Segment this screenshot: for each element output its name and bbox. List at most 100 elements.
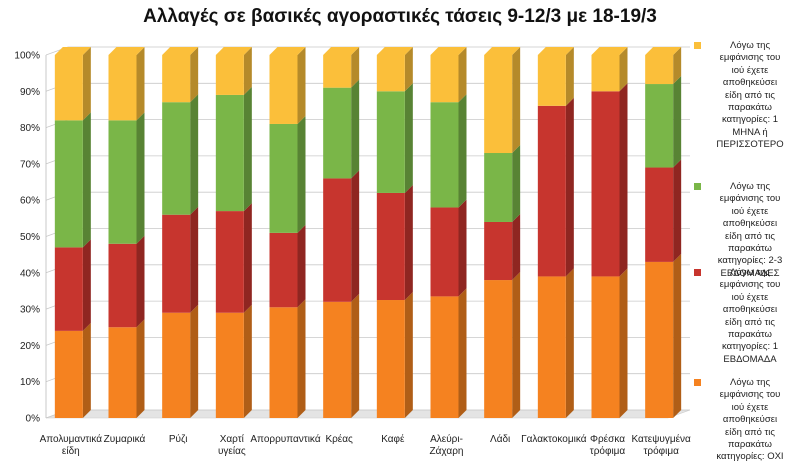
bar-segment (269, 232, 298, 308)
legend-swatch (694, 183, 701, 190)
bar-segment (162, 214, 191, 313)
bar-segment (376, 300, 405, 418)
x-tick-label: Απορρυπαντικά (250, 433, 320, 445)
bar-side (136, 235, 145, 328)
bar-side (565, 47, 574, 106)
y-tick-label: 60% (20, 196, 40, 207)
bar-segment (162, 102, 191, 215)
bar-segment (108, 120, 137, 244)
bar-side (458, 47, 467, 103)
bar-segment (537, 276, 566, 418)
bar-segment (323, 87, 352, 179)
bar-side (565, 268, 574, 418)
bar-side (243, 47, 252, 95)
bar-side (243, 304, 252, 418)
legend-item: Λόγω της εμφάνισης του ιού έχετε αποθηκεύσε… (694, 40, 796, 152)
y-tick-label: 0% (26, 414, 41, 425)
bar-side (512, 145, 521, 222)
bar-side (351, 293, 360, 418)
bar-segment (430, 55, 459, 103)
legend-label: Λόγω της εμφάνισης του ιού έχετε αποθηκεύσε… (716, 377, 784, 463)
bar-top (162, 47, 199, 55)
bar-side (565, 97, 574, 277)
bar-side (190, 94, 199, 215)
bar-side (82, 112, 91, 248)
bar-segment (376, 55, 405, 92)
bar-segment (376, 192, 405, 301)
bar-side (136, 319, 145, 418)
bar-segment (430, 296, 459, 418)
bar-side (673, 159, 682, 262)
bar-top (484, 47, 521, 55)
bar-side (404, 83, 413, 193)
bar-segment (323, 178, 352, 302)
x-tick-label: Απολυμαντικά είδη (40, 433, 103, 457)
y-tick-label: 50% (20, 232, 40, 243)
bar-side (190, 304, 199, 418)
legend-label: Λόγω της εμφάνισης του ιού έχετε αποθηκεύσε… (716, 40, 784, 151)
bar-top (323, 47, 360, 55)
y-tick-label: 20% (20, 341, 40, 352)
bar-segment (269, 55, 298, 124)
bar-side (512, 47, 521, 154)
bar-side (619, 83, 628, 277)
bar-side (297, 299, 306, 418)
x-tick-label: Κατεψυγμένα τρόφιμα (631, 433, 691, 457)
legend-swatch (694, 379, 701, 386)
bar-top (215, 47, 252, 55)
y-tick-label: 30% (20, 305, 40, 316)
bar-segment (484, 280, 513, 418)
legend-swatch (694, 269, 701, 276)
bar-segment (215, 312, 244, 418)
bar-segment (645, 167, 674, 262)
bar-top (269, 47, 306, 55)
bar-segment (108, 243, 137, 328)
x-tick-label: Ζυμαρικά (104, 433, 146, 445)
bar-segment (484, 153, 513, 222)
bar-segment (591, 55, 620, 92)
bar-segment (430, 207, 459, 297)
bar-side (458, 199, 467, 297)
y-tick-label: 70% (20, 159, 40, 170)
bar-segment (215, 94, 244, 212)
bar-segment (54, 247, 83, 331)
bar-side (351, 79, 360, 179)
bar-segment (430, 102, 459, 208)
bar-segment (484, 55, 513, 154)
bar-segment (484, 221, 513, 281)
bar-segment (269, 123, 298, 233)
bar-side (404, 47, 413, 92)
y-tick-label: 10% (20, 377, 40, 388)
bar-side (673, 253, 682, 418)
x-tick-label: Καφέ (381, 433, 405, 445)
legend-label: Λόγω της εμφάνισης του ιού έχετε αποθηκεύσε… (717, 181, 783, 279)
bar-side (673, 47, 682, 85)
bar-segment (537, 105, 566, 277)
bar-side (404, 184, 413, 301)
bar-top (645, 47, 682, 55)
bar-segment (323, 55, 352, 88)
bar-segment (537, 55, 566, 106)
chart-title: Αλλαγές σε βασικές αγοραστικές τάσεις 9-… (143, 6, 657, 27)
bar-side (243, 86, 252, 212)
bar-segment (54, 330, 83, 418)
bar-side (190, 47, 199, 103)
bar-side (190, 206, 199, 313)
bar-side (136, 112, 145, 244)
bar-segment (376, 91, 405, 193)
y-tick-label: 80% (20, 123, 40, 134)
bar-segment (591, 276, 620, 418)
bar-top (591, 47, 628, 55)
bar-top (376, 47, 413, 55)
bar-segment (215, 55, 244, 95)
bar-side (82, 239, 91, 331)
bar-side (673, 76, 682, 168)
bar-segment (323, 301, 352, 418)
bar-side (82, 47, 91, 121)
bar-top (54, 47, 91, 55)
bar-side (512, 272, 521, 418)
bar-side (619, 268, 628, 418)
bar-top (108, 47, 145, 55)
